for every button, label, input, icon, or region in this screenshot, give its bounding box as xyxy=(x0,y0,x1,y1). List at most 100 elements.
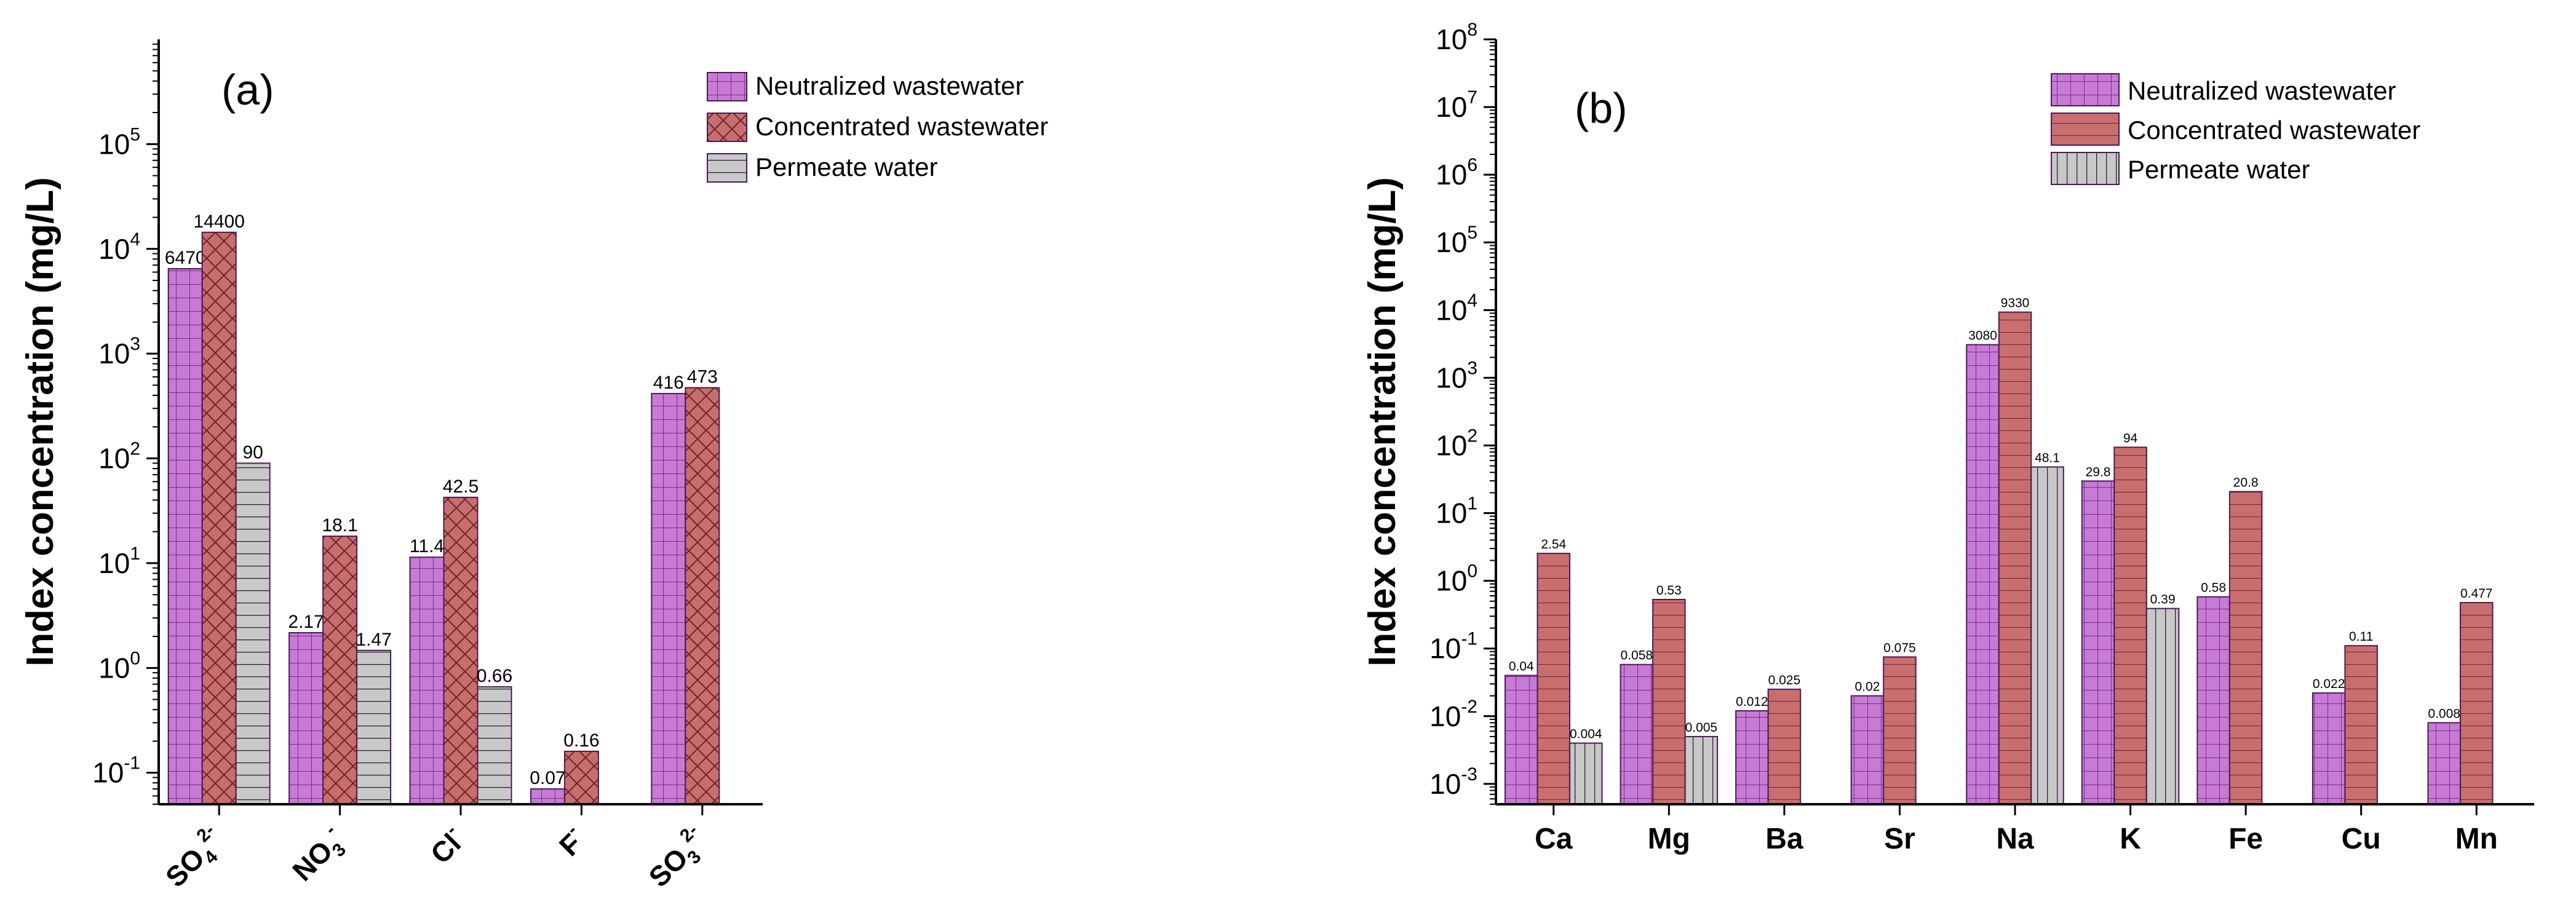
panel-label: (b) xyxy=(1575,84,1628,132)
y-tick-label: 10-2 xyxy=(1429,697,1477,732)
data-label: 94 xyxy=(2123,431,2138,445)
bar-b-s0-c3 xyxy=(1850,695,1885,805)
data-label: 90 xyxy=(243,442,263,462)
y-tick-label: 104 xyxy=(1436,290,1477,326)
legend-swatch xyxy=(2051,73,2120,106)
data-label: 3080 xyxy=(1968,329,1997,343)
data-label: 1.47 xyxy=(356,630,391,650)
bar-b-s1-c4 xyxy=(1998,311,2032,805)
data-label: 0.004 xyxy=(1570,727,1602,742)
bar-b-s2-c1 xyxy=(1684,735,1719,805)
y-tick-label: 102 xyxy=(98,439,140,475)
bar-a-s1-c4 xyxy=(685,387,720,805)
data-label: 29.8 xyxy=(2086,465,2111,479)
bar-b-s2-c0 xyxy=(1569,742,1603,805)
legend-label: Permeate water xyxy=(2128,155,2310,184)
legend-swatch xyxy=(2051,152,2120,185)
legend-label: Permeate water xyxy=(755,152,937,181)
data-label: 0.025 xyxy=(1768,673,1801,687)
x-tick-label: SO42- xyxy=(157,820,234,897)
data-label: 0.022 xyxy=(2313,677,2345,691)
bar-b-s1-c5 xyxy=(2113,446,2147,805)
bar-a-s1-c2 xyxy=(443,496,479,805)
data-label: 20.8 xyxy=(2233,476,2259,490)
data-label: 0.075 xyxy=(1883,641,1916,655)
bar-a-s2-c2 xyxy=(477,686,512,805)
x-tick-label: Ba xyxy=(1765,823,1803,855)
x-tick-label: NO3- xyxy=(284,820,354,891)
x-tick-label: Sr xyxy=(1884,823,1915,855)
bar-b-s1-c8 xyxy=(2459,602,2494,805)
legend-swatch xyxy=(707,113,747,142)
bar-b-s0-c0 xyxy=(1505,675,1538,805)
bar-b-s1-c2 xyxy=(1767,688,1802,805)
x-tick-label: Fe xyxy=(2228,823,2263,855)
x-tick-label: Mn xyxy=(2455,823,2498,855)
x-tick-label: K xyxy=(2120,823,2141,855)
data-label: 416 xyxy=(653,373,684,393)
y-tick-label: 10-1 xyxy=(92,753,140,789)
bar-a-s0-c3 xyxy=(530,788,565,805)
y-tick-label: 101 xyxy=(1436,494,1477,529)
y-tick-label: 100 xyxy=(98,648,140,684)
data-label: 0.58 xyxy=(2201,581,2226,595)
y-tick-label: 103 xyxy=(98,334,140,370)
bar-a-s0-c1 xyxy=(288,631,324,805)
data-label: 0.012 xyxy=(1736,695,1768,709)
legend-label: Neutralized wastewater xyxy=(2128,76,2396,105)
y-tick-label: 104 xyxy=(98,229,140,265)
y-tick-label: 107 xyxy=(1436,87,1477,123)
data-label: 0.39 xyxy=(2150,593,2176,607)
data-label: 11.4 xyxy=(410,536,444,556)
legend-swatch xyxy=(2051,113,2120,146)
y-tick-label: 105 xyxy=(1436,223,1477,258)
data-label: 0.008 xyxy=(2428,706,2460,721)
bar-a-s0-c0 xyxy=(167,267,203,805)
panel-b-chart: 10-3 10-2 10-1 100 101 102 103 104 105 106 107 108 0… xyxy=(1361,20,2534,855)
y-tick-label: 10-3 xyxy=(1429,764,1477,800)
bar-b-s1-c7 xyxy=(2344,645,2378,805)
bar-b-s1-c3 xyxy=(1883,656,1917,805)
x-tick-label: F- xyxy=(551,820,592,862)
data-label: 0.058 xyxy=(1621,649,1653,663)
bar-a-s0-c4 xyxy=(651,393,686,805)
bar-b-s0-c2 xyxy=(1735,710,1769,805)
bar-a-s2-c1 xyxy=(356,649,392,805)
data-label: 0.11 xyxy=(2349,630,2373,644)
data-label: 2.17 xyxy=(288,612,324,632)
y-tick-label: 106 xyxy=(1436,155,1477,191)
y-tick-label: 10-1 xyxy=(1429,629,1477,665)
y-tick-label: 105 xyxy=(98,124,140,160)
data-label: 48.1 xyxy=(2035,451,2060,465)
bar-a-s2-c0 xyxy=(235,462,271,805)
legend-swatch xyxy=(707,153,747,183)
y-tick-label: 100 xyxy=(1436,561,1477,597)
x-tick-label: Ca xyxy=(1535,823,1573,855)
bar-b-s1-c6 xyxy=(2228,491,2263,805)
y-tick-label: 101 xyxy=(98,544,140,579)
bar-b-s0-c1 xyxy=(1620,663,1654,805)
data-label: 6470 xyxy=(165,248,206,268)
y-axis-title: Index concentration (mg/L) xyxy=(1361,177,1404,667)
x-tick-label: Cl- xyxy=(421,820,471,870)
data-label: 0.66 xyxy=(477,666,512,686)
bar-b-s0-c8 xyxy=(2427,722,2461,805)
data-label: 0.53 xyxy=(1656,584,1682,598)
bar-a-s1-c1 xyxy=(322,536,358,805)
bar-b-s0-c4 xyxy=(1966,344,2000,805)
x-tick-label: SO32- xyxy=(640,820,717,897)
bar-a-s1-c0 xyxy=(201,231,237,805)
bar-b-s0-c5 xyxy=(2081,480,2115,805)
y-axis-title: Index concentration (mg/L) xyxy=(19,177,62,667)
panel-label: (a) xyxy=(221,66,274,114)
bar-b-s1-c1 xyxy=(1652,598,1686,805)
bar-a-s1-c3 xyxy=(563,750,599,805)
bar-a-s0-c2 xyxy=(409,556,445,805)
legend-swatch xyxy=(707,72,747,101)
data-label: 0.005 xyxy=(1685,721,1718,735)
data-label: 0.477 xyxy=(2460,587,2493,601)
x-tick-label: Cu xyxy=(2342,823,2381,855)
panel-a-chart: 10-1 100 101 102 103 104 105 6470 2.17 11.4 0.07 41… xyxy=(19,39,1048,897)
legend-label: Neutralized wastewater xyxy=(755,71,1024,100)
